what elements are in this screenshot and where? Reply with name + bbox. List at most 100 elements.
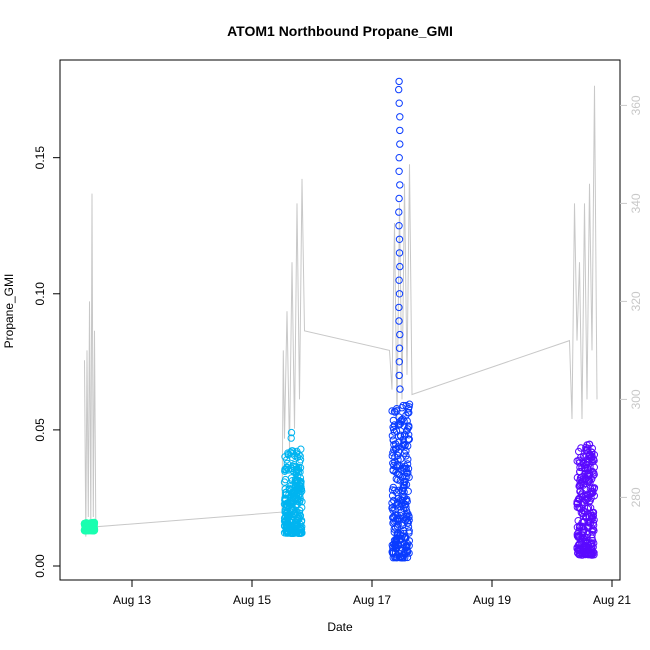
data-point bbox=[400, 422, 408, 430]
x-tick-label: Aug 19 bbox=[473, 593, 511, 607]
data-point bbox=[577, 509, 586, 517]
data-point bbox=[395, 222, 403, 230]
data-point bbox=[389, 436, 398, 444]
data-point bbox=[396, 546, 404, 554]
data-point bbox=[393, 405, 401, 413]
data-point bbox=[296, 520, 305, 529]
y-tick-label: 0.00 bbox=[33, 554, 47, 578]
data-point bbox=[390, 536, 399, 545]
data-point bbox=[403, 546, 411, 554]
data-point bbox=[398, 501, 406, 509]
data-point bbox=[393, 529, 401, 538]
data-point bbox=[583, 441, 591, 449]
data-point bbox=[395, 249, 404, 257]
data-point bbox=[588, 542, 596, 550]
data-point bbox=[295, 490, 303, 498]
y2-tick-label: 360 bbox=[629, 95, 643, 115]
x-tick-label: Aug 13 bbox=[113, 593, 151, 607]
data-point bbox=[296, 478, 304, 487]
data-point bbox=[388, 452, 396, 460]
x-tick-label: Aug 15 bbox=[233, 593, 271, 607]
data-point bbox=[577, 546, 585, 554]
secondary-series-line bbox=[84, 85, 598, 537]
data-point bbox=[283, 464, 291, 472]
data-point bbox=[393, 407, 401, 415]
data-point bbox=[395, 85, 403, 94]
data-point bbox=[399, 401, 407, 410]
data-point bbox=[582, 447, 590, 455]
data-point bbox=[282, 521, 290, 529]
data-point bbox=[288, 450, 296, 458]
data-point bbox=[292, 490, 300, 499]
data-point bbox=[390, 540, 398, 548]
data-point bbox=[288, 477, 296, 485]
data-point bbox=[395, 358, 403, 366]
data-point bbox=[583, 446, 591, 454]
data-point bbox=[396, 330, 404, 339]
data-point bbox=[580, 463, 589, 471]
data-point bbox=[395, 235, 404, 244]
data-point bbox=[282, 491, 290, 499]
data-point bbox=[395, 154, 403, 162]
data-point bbox=[583, 505, 592, 513]
data-point bbox=[573, 532, 582, 540]
data-point bbox=[397, 416, 405, 424]
data-point bbox=[398, 473, 406, 482]
data-point bbox=[84, 526, 93, 534]
data-point bbox=[392, 544, 400, 553]
data-point bbox=[287, 434, 295, 442]
cluster-3 bbox=[388, 77, 414, 562]
data-point bbox=[585, 512, 593, 520]
data-point bbox=[389, 416, 398, 425]
data-point bbox=[576, 487, 584, 496]
data-point bbox=[578, 518, 586, 527]
y2-tick-label: 340 bbox=[629, 193, 643, 213]
data-point bbox=[389, 449, 397, 457]
data-point bbox=[281, 506, 289, 514]
data-point bbox=[296, 468, 304, 476]
data-point bbox=[282, 501, 291, 510]
data-point bbox=[396, 181, 404, 189]
data-point bbox=[388, 504, 396, 512]
data-point bbox=[405, 423, 413, 431]
data-point bbox=[405, 408, 413, 417]
chart-title: ATOM1 Northbound Propane_GMI bbox=[227, 23, 453, 39]
data-point bbox=[583, 464, 591, 472]
data-point bbox=[581, 476, 590, 484]
data-point bbox=[297, 525, 305, 533]
data-point bbox=[400, 449, 409, 457]
data-point bbox=[583, 538, 592, 546]
secondary-line-layer bbox=[84, 85, 598, 537]
data-point bbox=[393, 553, 401, 561]
data-point bbox=[295, 450, 303, 459]
data-point bbox=[395, 371, 403, 380]
data-point bbox=[396, 140, 404, 148]
y-tick-label: 0.05 bbox=[33, 418, 47, 442]
data-point bbox=[396, 385, 404, 393]
data-point bbox=[573, 523, 582, 531]
data-point bbox=[404, 523, 413, 531]
data-point bbox=[388, 432, 397, 440]
data-point bbox=[395, 344, 404, 352]
data-point bbox=[396, 431, 405, 439]
plot-frame bbox=[59, 59, 621, 581]
data-point bbox=[401, 534, 410, 542]
cluster-1 bbox=[80, 518, 99, 535]
data-point bbox=[404, 455, 412, 464]
data-point bbox=[402, 465, 410, 473]
data-point bbox=[586, 504, 595, 512]
y2-tick-label: 300 bbox=[629, 389, 643, 409]
data-point bbox=[396, 262, 404, 271]
data-point bbox=[401, 547, 409, 556]
data-point bbox=[584, 530, 592, 538]
data-point bbox=[580, 547, 589, 555]
y2-tick-label: 280 bbox=[629, 487, 643, 507]
data-point bbox=[397, 495, 405, 504]
data-point bbox=[588, 539, 596, 547]
data-point bbox=[586, 496, 594, 505]
data-point bbox=[400, 539, 409, 547]
data-point bbox=[576, 474, 585, 482]
data-point bbox=[399, 504, 408, 512]
cluster-4 bbox=[573, 440, 599, 559]
